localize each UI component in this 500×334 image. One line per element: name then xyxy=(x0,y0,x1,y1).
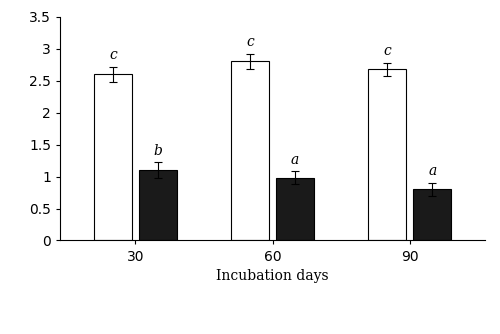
Bar xyxy=(413,189,452,240)
Text: c: c xyxy=(109,48,116,62)
Text: a: a xyxy=(291,153,299,167)
Bar xyxy=(139,170,177,240)
Bar xyxy=(368,69,406,240)
Text: a: a xyxy=(428,164,436,178)
Bar xyxy=(276,178,314,240)
Bar xyxy=(94,74,132,240)
Text: c: c xyxy=(383,44,391,58)
X-axis label: Incubation days: Incubation days xyxy=(216,269,329,283)
Text: b: b xyxy=(154,144,162,158)
Bar xyxy=(230,61,269,240)
Text: c: c xyxy=(246,35,254,49)
